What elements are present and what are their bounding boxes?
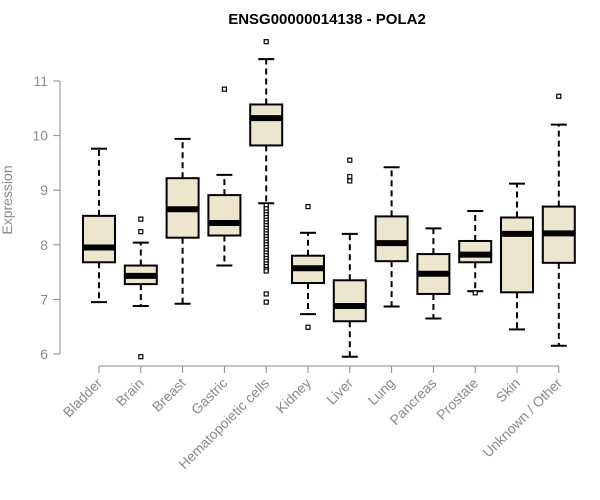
box-breast <box>165 137 200 305</box>
x-category-label: Kidney <box>273 375 315 417</box>
box-body <box>500 216 534 294</box>
box-body <box>249 103 284 147</box>
box-body <box>332 279 367 323</box>
x-category-label: Liver <box>323 375 356 408</box>
x-category-label: Unknown / Other <box>479 375 565 461</box>
box-brain <box>123 216 158 360</box>
box-liver <box>332 157 367 358</box>
box-body <box>374 215 409 263</box>
outlier-point <box>472 290 478 296</box>
y-tick-label: 11 <box>33 73 48 89</box>
y-tick-label: 10 <box>32 128 48 144</box>
outlier-point <box>305 324 311 330</box>
x-category-label: Bladder <box>60 375 106 421</box>
x-category-label: Lung <box>364 375 397 408</box>
y-tick-label: 8 <box>40 237 48 253</box>
box-pancreas <box>416 227 451 320</box>
x-category-label: Prostate <box>433 375 481 423</box>
y-axis: 6 7 8 9 10 11 <box>32 73 61 362</box>
boxes <box>82 39 576 360</box>
box-skin <box>500 182 534 331</box>
outlier-point <box>347 178 353 184</box>
box-prostate <box>458 209 493 296</box>
outlier-point <box>138 354 144 360</box>
chart-title: ENSG00000014138 - POLA2 <box>228 11 426 28</box>
outlier-point <box>221 86 227 92</box>
outlier-point <box>556 93 562 99</box>
y-axis-label: Expression <box>0 165 15 234</box>
x-category-label: Breast <box>149 375 189 415</box>
box-lung <box>374 166 409 308</box>
box-unknown-other <box>541 93 576 347</box>
outlier-point <box>347 157 353 163</box>
box-hematopoietic-cells <box>249 39 284 305</box>
outlier-point <box>138 229 144 235</box>
outlier-point <box>263 299 269 305</box>
y-tick-label: 9 <box>40 182 48 198</box>
x-category-label: Brain <box>112 375 146 409</box>
x-category-label: Skin <box>493 375 524 406</box>
outlier-point <box>305 203 311 210</box>
x-axis <box>98 365 560 373</box>
box-gastric <box>207 86 242 267</box>
y-tick-label: 7 <box>40 291 48 307</box>
outlier-point <box>138 216 144 222</box>
box-body <box>82 214 116 264</box>
outlier-point <box>347 173 353 180</box>
y-tick-label: 6 <box>40 346 48 362</box>
box-kidney <box>291 203 325 330</box>
box-body <box>207 194 242 237</box>
outlier-point <box>263 39 269 45</box>
outlier-point <box>263 291 269 297</box>
box-body <box>458 239 493 264</box>
outlier-point <box>263 268 269 274</box>
box-bladder <box>82 147 116 304</box>
